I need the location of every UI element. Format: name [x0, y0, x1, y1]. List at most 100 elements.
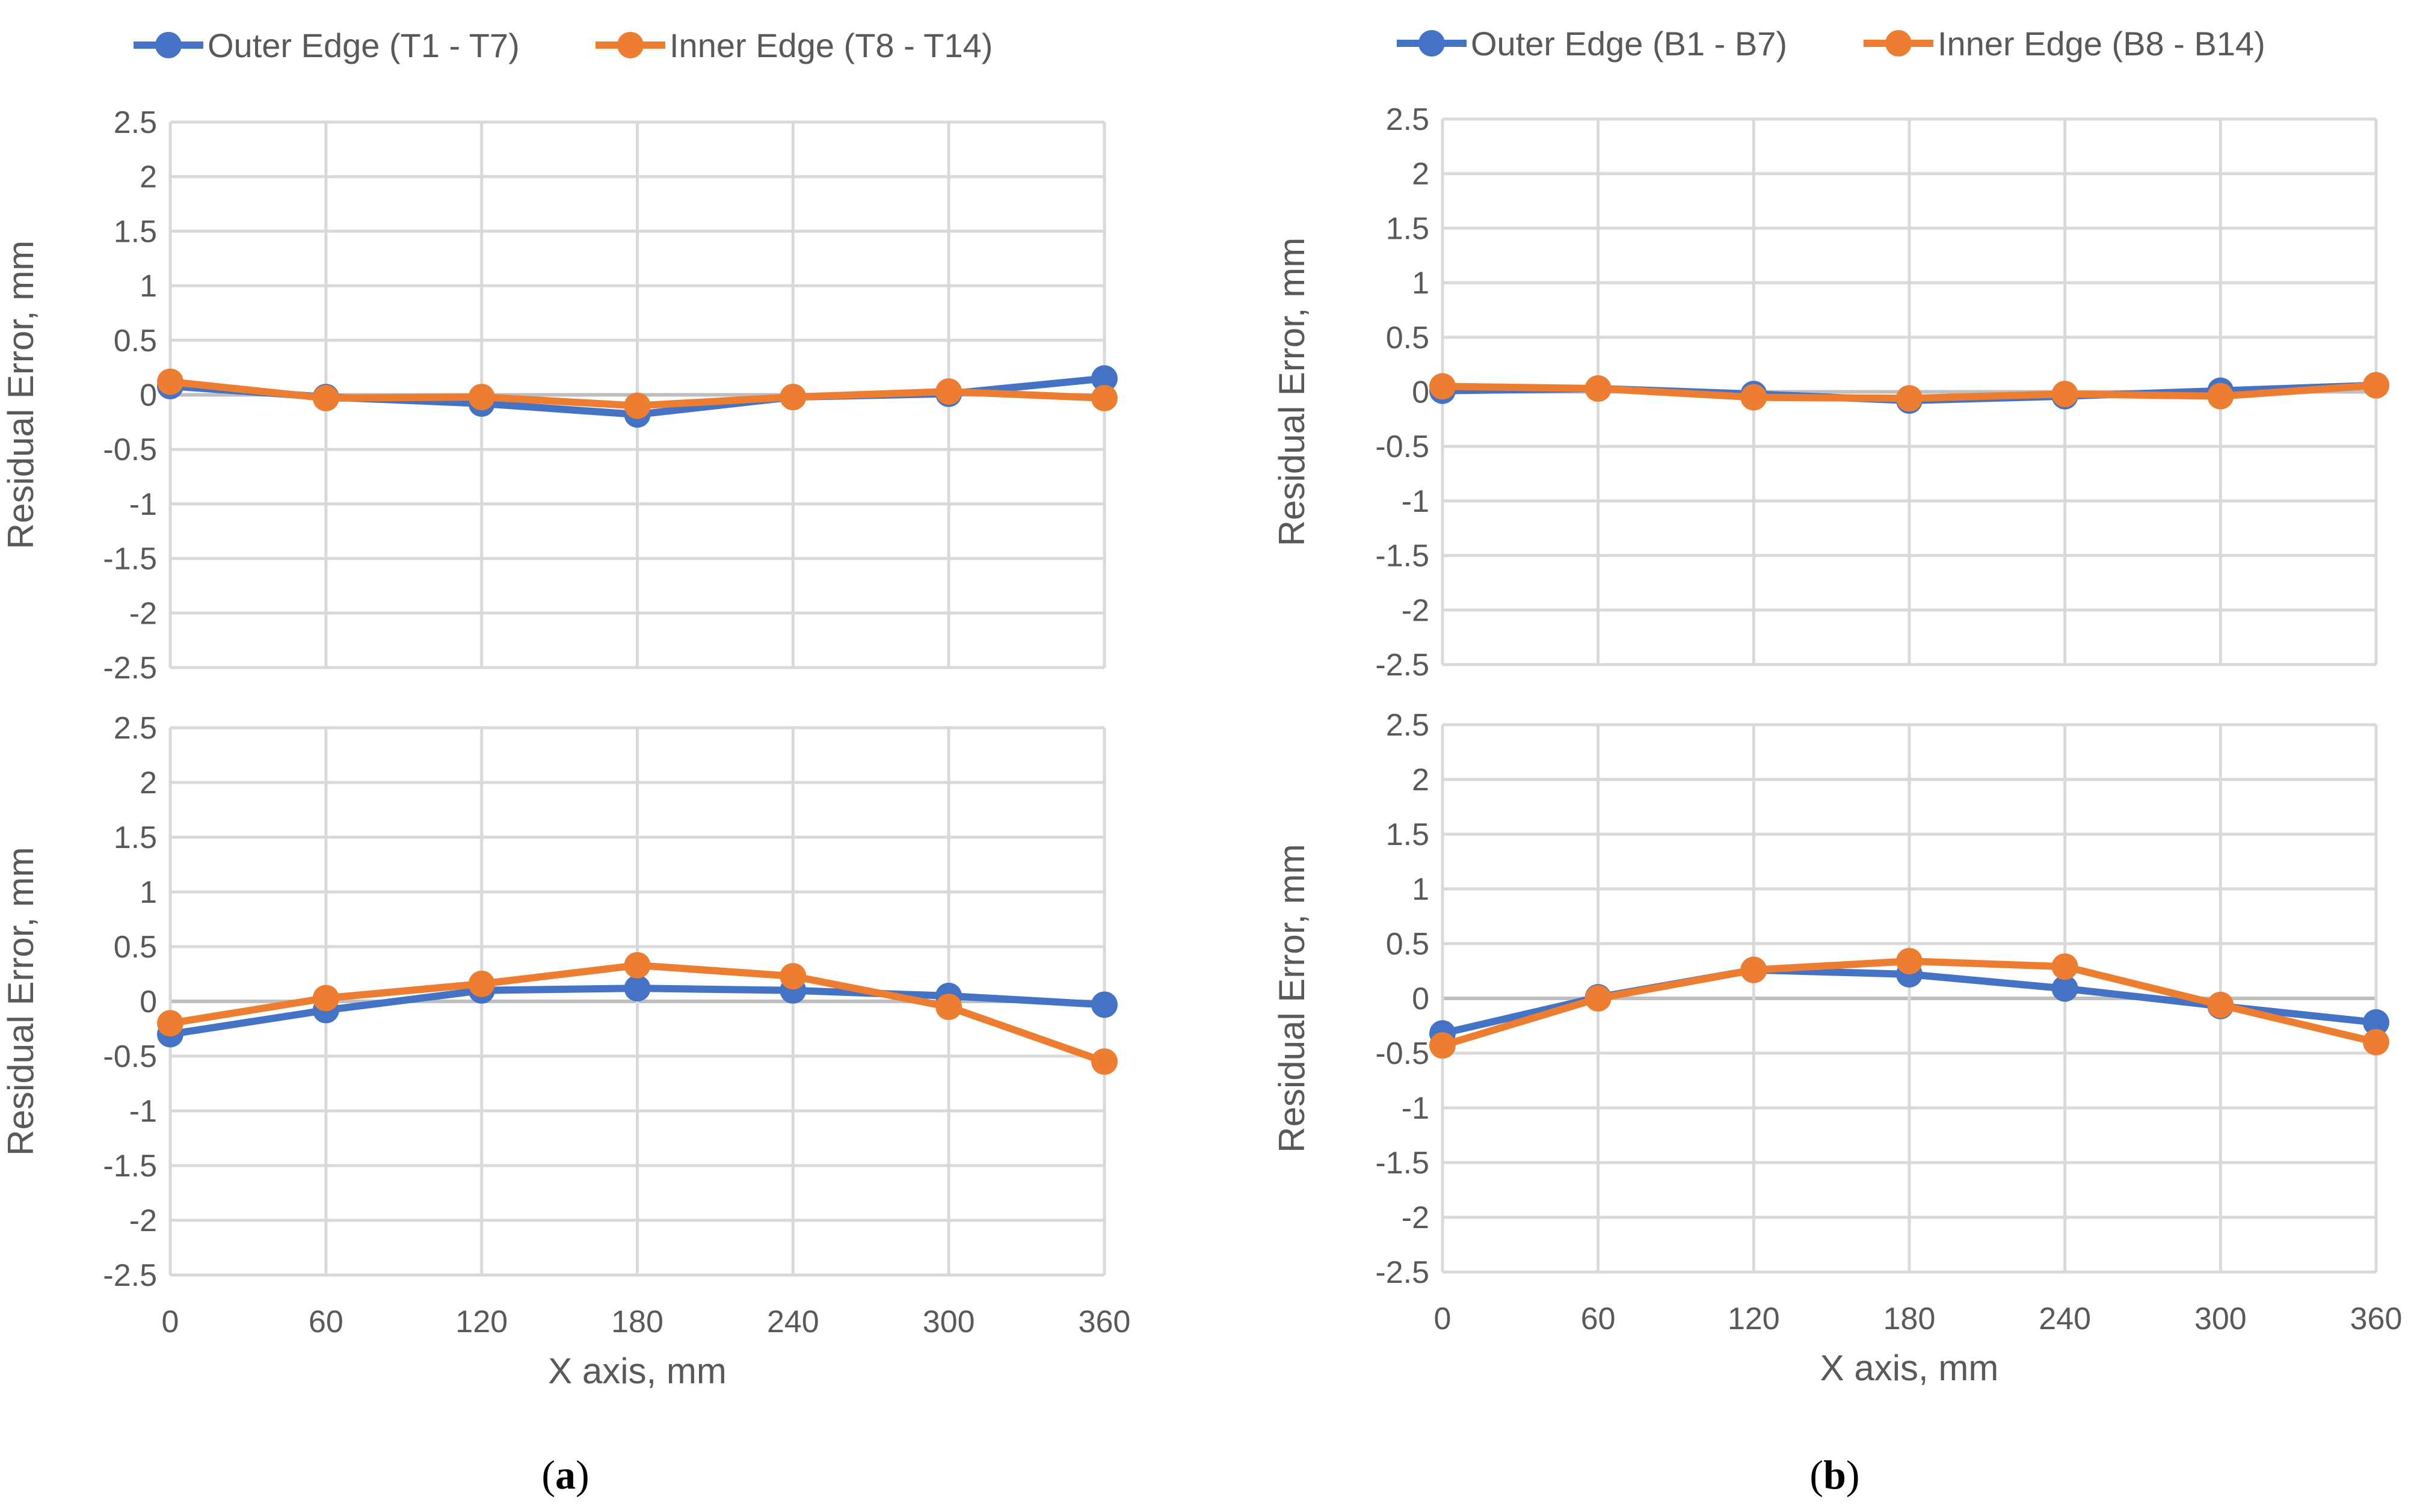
- y-tick-label: 1.5: [1386, 817, 1429, 852]
- y-tick-label: 1.5: [114, 820, 157, 855]
- data-point-inner: [1429, 1032, 1456, 1059]
- y-tick-label: 1: [140, 875, 157, 910]
- legend-b-inner-marker: [1885, 30, 1912, 57]
- data-point-outer: [1091, 991, 1118, 1018]
- y-tick-label: -2.5: [1375, 648, 1429, 683]
- legend-b-outer-marker: [1418, 30, 1445, 57]
- data-point-inner: [1896, 385, 1923, 412]
- x-tick-label: 240: [767, 1305, 819, 1339]
- data-point-inner: [157, 368, 183, 395]
- y-tick-label: 0.5: [114, 930, 157, 965]
- x-tick-label: 240: [2039, 1301, 2091, 1336]
- y-tick-label: -1: [1402, 484, 1429, 519]
- data-point-inner: [624, 951, 651, 979]
- y-tick-label: 1.5: [114, 214, 157, 249]
- data-point-inner: [1740, 384, 1767, 411]
- data-point-outer: [2363, 1009, 2389, 1036]
- x-tick-label: 300: [2194, 1301, 2247, 1336]
- y-tick-label: 2.5: [1386, 102, 1429, 137]
- x-tick-label: 300: [923, 1305, 975, 1339]
- data-point-inner: [780, 384, 807, 411]
- legend-a-outer-marker: [155, 32, 182, 58]
- data-point-inner: [1091, 1048, 1118, 1075]
- data-point-inner: [935, 378, 962, 405]
- y-tick-label: -2: [1402, 593, 1429, 628]
- y-tick-label: 0.5: [1386, 927, 1429, 962]
- y-tick-label: -1.5: [1375, 539, 1429, 574]
- y-tick-label: 1: [140, 269, 157, 304]
- y-tick-label: -1.5: [1375, 1146, 1429, 1181]
- y-tick-label: 0: [1412, 375, 1429, 410]
- panel-b-bottom: 2.521.510.50-0.5-1-1.5-2-2.50 60 120 180 240…: [1272, 708, 2402, 1388]
- data-point-outer: [1091, 365, 1118, 392]
- data-point-inner: [1091, 384, 1118, 411]
- data-point-inner: [1429, 373, 1456, 400]
- y-tick-label: -0.5: [103, 432, 157, 467]
- y-tick-label: 2: [140, 160, 157, 195]
- legend-a: Outer Edge (T1 - T7) Inner Edge (T8 - T1…: [134, 26, 993, 64]
- y-tick-label: -1.5: [103, 542, 157, 577]
- y-tick-label: -2.5: [103, 1258, 157, 1293]
- x-axis-title: X axis, mm: [548, 1351, 727, 1391]
- y-tick-label: 1.5: [1386, 211, 1429, 246]
- y-tick-label: 2: [1412, 157, 1429, 192]
- panel-a-bottom: 2.521.510.50-0.5-1-1.5-2-2.50 60 120 180 240…: [1, 711, 1130, 1391]
- data-point-inner: [1740, 956, 1767, 983]
- y-tick-label: 0.5: [1386, 321, 1429, 355]
- x-tick-label: 360: [2350, 1301, 2403, 1336]
- y-tick-label: -1: [129, 1094, 157, 1129]
- y-tick-label: 1: [1412, 872, 1429, 907]
- data-point-inner: [2363, 372, 2389, 399]
- x-tick-label: 180: [611, 1305, 663, 1339]
- panel-a-top: 2.5 2 1.5 1 0.5 0 -0.5 -1 -1.5 -2 -2.5 Residual Err…: [1, 105, 1118, 686]
- y-tick-label: -0.5: [103, 1039, 157, 1074]
- y-tick-label: 2: [140, 766, 157, 801]
- y-tick-label: 2.5: [114, 711, 157, 746]
- y-tick-label: 0: [1412, 982, 1429, 1016]
- data-point-inner: [2363, 1028, 2389, 1056]
- legend-a-inner-marker: [617, 32, 644, 58]
- y-axis-title: Residual Error, mm: [1272, 238, 1312, 546]
- panel-b-top: 2.5 2 1.5 1 0.5 0 -0.5 -1 -1.5 -2 -2.5 Residual Err…: [1272, 102, 2389, 683]
- legend-a-outer-label: Outer Edge (T1 - T7): [208, 26, 520, 64]
- y-tick-label: -0.5: [1375, 1036, 1429, 1071]
- data-point-outer: [2051, 975, 2078, 1002]
- data-point-outer: [624, 975, 651, 1002]
- y-tick-label: 0: [140, 378, 157, 413]
- legend-b-outer-label: Outer Edge (B1 - B7): [1471, 25, 1787, 63]
- legend-a-inner-label: Inner Edge (T8 - T14): [670, 26, 993, 64]
- y-tick-label: -2.5: [1375, 1255, 1429, 1290]
- data-point-inner: [780, 963, 807, 990]
- x-tick-label: 120: [1728, 1301, 1780, 1336]
- data-point-inner: [624, 392, 651, 419]
- x-tick-label: 0: [1434, 1301, 1452, 1336]
- y-tick-label: 2.5: [1386, 708, 1429, 743]
- data-point-inner: [2051, 953, 2078, 980]
- data-point-inner: [1584, 375, 1612, 402]
- data-point-inner: [1584, 985, 1612, 1012]
- y-tick-label: -2: [129, 1203, 157, 1238]
- y-tick-label: -1: [1402, 1091, 1429, 1126]
- y-tick-label: -2: [129, 596, 157, 631]
- data-point-inner: [935, 994, 962, 1021]
- x-tick-label: 60: [309, 1305, 343, 1339]
- y-tick-label: 1: [1412, 266, 1429, 301]
- data-point-inner: [1896, 948, 1923, 975]
- data-point-inner: [468, 970, 495, 997]
- y-tick-label: 2: [1412, 763, 1429, 797]
- data-point-inner: [157, 1010, 183, 1037]
- y-tick-label: 0.5: [114, 324, 157, 358]
- legend-b-inner-label: Inner Edge (B8 - B14): [1938, 25, 2265, 63]
- y-tick-label: 2.5: [114, 105, 157, 140]
- legend-b: Outer Edge (B1 - B7) Inner Edge (B8 - B1…: [1397, 25, 2265, 63]
- caption-b: (b): [1809, 1452, 1859, 1498]
- x-tick-label: 60: [1581, 1301, 1616, 1336]
- data-point-inner: [468, 384, 495, 411]
- data-point-inner: [2207, 991, 2234, 1018]
- y-tick-label: -2.5: [103, 651, 157, 686]
- x-axis-title: X axis, mm: [1820, 1348, 1999, 1388]
- y-axis-title: Residual Error, mm: [1272, 844, 1312, 1152]
- x-tick-label: 120: [455, 1305, 508, 1339]
- y-tick-label: -2: [1402, 1200, 1429, 1235]
